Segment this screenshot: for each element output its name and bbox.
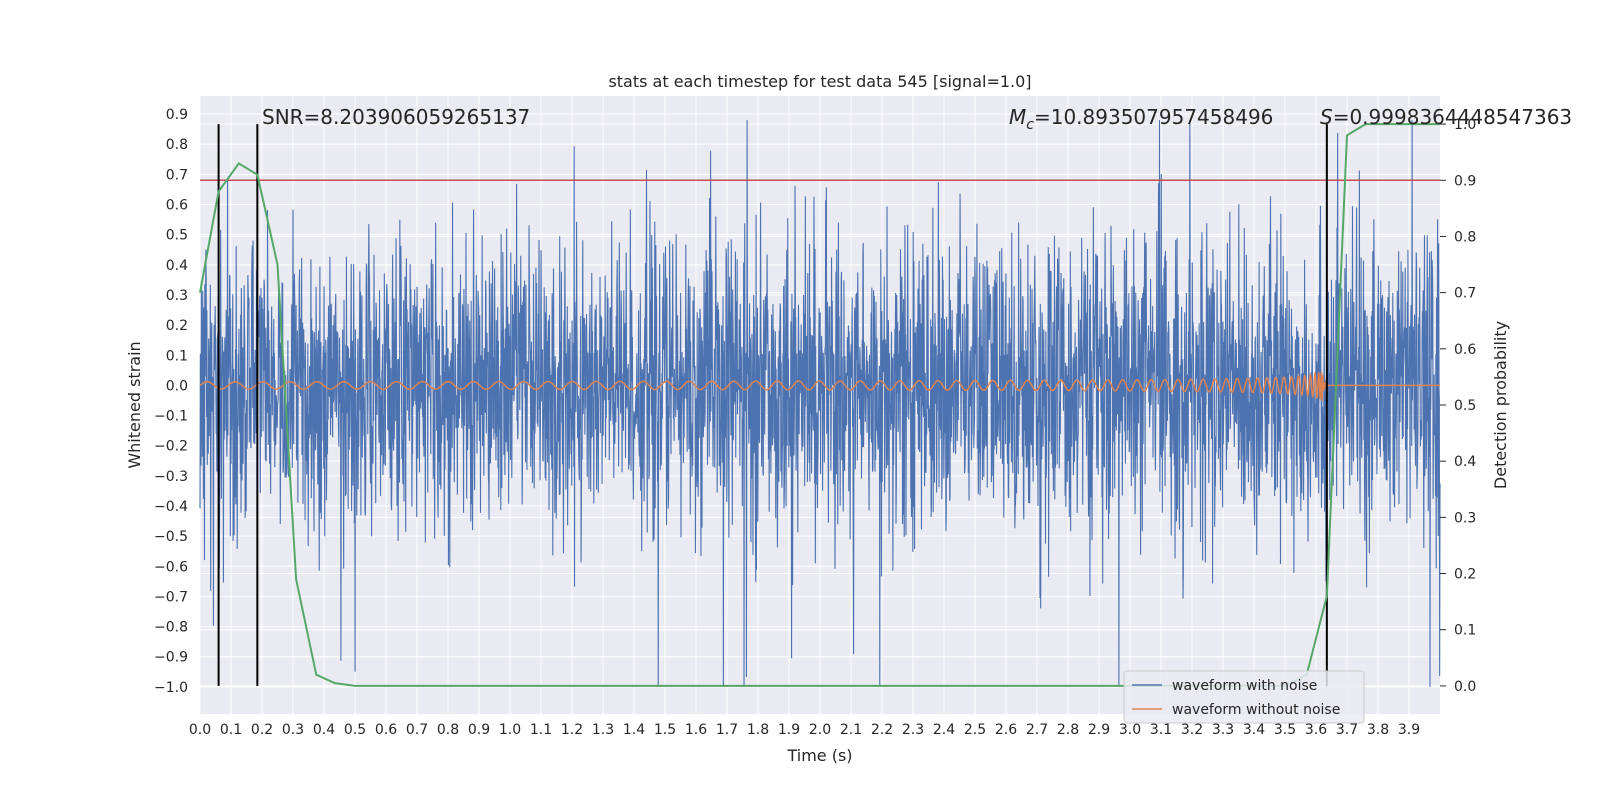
y-tick-0.4: 0.4	[166, 258, 188, 274]
x-tick-2.6: 2.6	[995, 722, 1017, 738]
snr-annotation: SNR=8.203906059265137	[262, 105, 530, 129]
y-tick-0.5: 0.5	[166, 228, 188, 244]
x-tick-2.3: 2.3	[902, 722, 924, 738]
probability-line	[199, 123, 1440, 687]
y-right-tick-0.2: 0.2	[1454, 567, 1476, 583]
series-detection-probability	[199, 123, 1440, 687]
y-right-tick-0.0: 0.0	[1454, 679, 1476, 695]
y-right-tick-0.5: 0.5	[1454, 398, 1476, 414]
x-tick-3.9: 3.9	[1398, 722, 1420, 738]
x-tick-2.2: 2.2	[871, 722, 893, 738]
x-axis-label: Time (s)	[786, 746, 852, 765]
y-right-tick-0.6: 0.6	[1454, 342, 1476, 358]
y-right-axis-label: Detection probability	[1491, 321, 1510, 489]
x-tick-0.3: 0.3	[282, 722, 304, 738]
x-tick-0.2: 0.2	[251, 722, 273, 738]
x-tick-3.6: 3.6	[1305, 722, 1327, 738]
y-tick-0.8: 0.8	[166, 137, 188, 153]
x-tick-0.8: 0.8	[437, 722, 459, 738]
y-axis-label: Whitened strain	[125, 341, 144, 468]
y-right-tick-0.3: 0.3	[1454, 510, 1476, 526]
mc-annotation: Mc=10.893507957458496	[1009, 105, 1273, 133]
x-tick-1.5: 1.5	[654, 722, 676, 738]
x-tick-2.4: 2.4	[933, 722, 955, 738]
y-tick-−0.4: −0.4	[154, 499, 188, 515]
y-tick-0.6: 0.6	[166, 198, 188, 214]
mc-value: =10.893507957458496	[1034, 105, 1273, 129]
mc-subscript: c	[1026, 117, 1034, 133]
x-tick-1.6: 1.6	[685, 722, 707, 738]
x-tick-0.4: 0.4	[313, 722, 335, 738]
y-tick-−0.9: −0.9	[154, 650, 188, 666]
y-tick-−0.2: −0.2	[154, 439, 188, 455]
legend: waveform with noise waveform without noi…	[1123, 670, 1365, 724]
x-tick-0.9: 0.9	[468, 722, 490, 738]
x-tick-2.1: 2.1	[840, 722, 862, 738]
x-tick-1.4: 1.4	[623, 722, 645, 738]
y-right-tick-0.8: 0.8	[1454, 229, 1476, 245]
x-tick-3.3: 3.3	[1212, 722, 1234, 738]
x-tick-2.9: 2.9	[1088, 722, 1110, 738]
x-tick-2.5: 2.5	[964, 722, 986, 738]
x-tick-labels: 0.0 0.1 0.2 0.3 0.4 0.5 0.6 0.7 0.8 0.9 1.0 1.1 1.2 1…	[189, 722, 1420, 738]
x-tick-0.0: 0.0	[189, 722, 211, 738]
x-tick-0.5: 0.5	[344, 722, 366, 738]
series-waveform-without-noise	[199, 370, 1440, 402]
x-tick-1.9: 1.9	[778, 722, 800, 738]
legend-box	[1123, 670, 1365, 724]
x-tick-3.2: 3.2	[1181, 722, 1203, 738]
x-tick-0.6: 0.6	[375, 722, 397, 738]
x-tick-3.8: 3.8	[1367, 722, 1389, 738]
x-tick-3.7: 3.7	[1336, 722, 1358, 738]
series-waveform-with-noise	[199, 120, 1441, 687]
x-tick-2.0: 2.0	[809, 722, 831, 738]
y-right-tick-0.4: 0.4	[1454, 454, 1476, 470]
y-right-tick-0.9: 0.9	[1454, 173, 1476, 189]
y-tick-0.2: 0.2	[166, 318, 188, 334]
x-tick-0.1: 0.1	[220, 722, 242, 738]
y-tick-−0.5: −0.5	[154, 529, 188, 545]
y-right-tick-0.1: 0.1	[1454, 623, 1476, 639]
mc-symbol: M	[1009, 105, 1026, 129]
y-tick-−0.8: −0.8	[154, 620, 188, 636]
y-tick-−0.3: −0.3	[154, 469, 188, 485]
x-tick-1.1: 1.1	[530, 722, 552, 738]
x-tick-0.7: 0.7	[406, 722, 428, 738]
y-tick-0.3: 0.3	[166, 288, 188, 304]
x-tick-1.3: 1.3	[592, 722, 614, 738]
x-tick-1.8: 1.8	[747, 722, 769, 738]
clean-line	[199, 370, 1440, 402]
x-tick-3.5: 3.5	[1274, 722, 1296, 738]
s-value: =0.9998364448547363	[1333, 105, 1572, 129]
x-tick-2.8: 2.8	[1057, 722, 1079, 738]
y-tick-−1.0: −1.0	[154, 680, 188, 696]
y-right-tick-0.7: 0.7	[1454, 286, 1476, 302]
x-tick-3.0: 3.0	[1119, 722, 1141, 738]
legend-label-noise: waveform with noise	[1172, 678, 1317, 694]
y-right-tick-labels: 1.0 0.9 0.8 0.7 0.6 0.5 0.4 0.3 0.2 0.1 0.0	[1440, 117, 1476, 695]
x-tick-1.0: 1.0	[499, 722, 521, 738]
y-tick-−0.6: −0.6	[154, 559, 188, 575]
y-tick-labels: 0.9 0.8 0.7 0.6 0.5 0.4 0.3 0.2 0.1 0.0 −0.1 −0.2 −0…	[154, 107, 188, 696]
s-symbol: S	[1320, 105, 1333, 129]
chart-title: stats at each timestep for test data 545…	[608, 72, 1031, 91]
x-tick-1.2: 1.2	[561, 722, 583, 738]
y-tick-0.0: 0.0	[166, 378, 188, 394]
y-tick-0.7: 0.7	[166, 167, 188, 183]
legend-label-clean: waveform without noise	[1172, 702, 1340, 718]
y-tick-0.9: 0.9	[166, 107, 188, 123]
x-tick-1.7: 1.7	[716, 722, 738, 738]
y-tick-−0.1: −0.1	[154, 409, 188, 425]
s-annotation: S=0.9998364448547363	[1320, 105, 1572, 129]
y-tick-−0.7: −0.7	[154, 589, 188, 605]
y-tick-0.1: 0.1	[166, 348, 188, 364]
noise-line	[199, 120, 1441, 687]
x-tick-3.4: 3.4	[1243, 722, 1265, 738]
x-tick-3.1: 3.1	[1150, 722, 1172, 738]
x-tick-2.7: 2.7	[1026, 722, 1048, 738]
y-right-tick-1.0: 1.0	[1454, 117, 1476, 133]
